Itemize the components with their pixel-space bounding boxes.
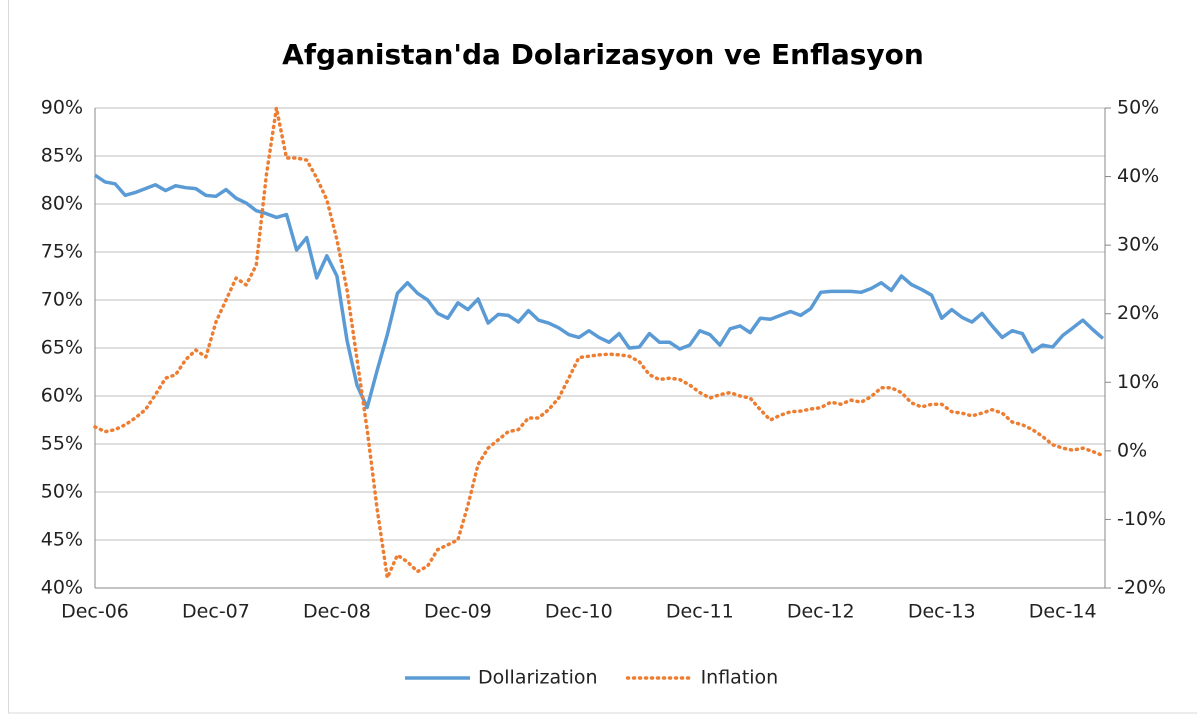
y2-tick-label: 30% (1117, 234, 1159, 256)
y-tick-label: 80% (41, 193, 83, 215)
y-tick-label: 50% (41, 481, 83, 503)
y-tick-label: 40% (41, 577, 83, 599)
y2-tick-label: -20% (1117, 577, 1166, 599)
x-tick-label: Dec-13 (908, 601, 976, 623)
x-tick-label: Dec-09 (424, 601, 492, 623)
x-tick-label: Dec-12 (787, 601, 855, 623)
x-tick-label: Dec-11 (666, 601, 734, 623)
y2-tick-label: -10% (1117, 508, 1166, 530)
chart-title: Afganistan'da Dolarizasyon ve Enflasyon (282, 38, 924, 71)
x-tick-label: Dec-06 (61, 601, 129, 623)
y-tick-label: 85% (41, 145, 83, 167)
y2-tick-label: 0% (1117, 439, 1147, 461)
legend-label: Inflation (701, 667, 779, 689)
y2-tick-label: 20% (1117, 302, 1159, 324)
x-tick-label: Dec-08 (303, 601, 371, 623)
y2-tick-label: 40% (1117, 165, 1159, 187)
x-tick-label: Dec-07 (182, 601, 250, 623)
series-line (94, 173, 1105, 410)
y-tick-label: 55% (41, 433, 83, 455)
y-tick-label: 65% (41, 337, 83, 359)
series-line (93, 106, 1105, 580)
legend-label: Dollarization (478, 667, 598, 689)
y2-tick-label: 50% (1117, 97, 1159, 119)
y-tick-label: 45% (41, 529, 83, 551)
y-tick-label: 75% (41, 241, 83, 263)
y-tick-label: 90% (41, 97, 83, 119)
y-tick-label: 60% (41, 385, 83, 407)
x-tick-label: Dec-14 (1029, 601, 1097, 623)
x-tick-label: Dec-10 (545, 601, 613, 623)
y2-tick-label: 10% (1117, 371, 1159, 393)
y-tick-label: 70% (41, 289, 83, 311)
